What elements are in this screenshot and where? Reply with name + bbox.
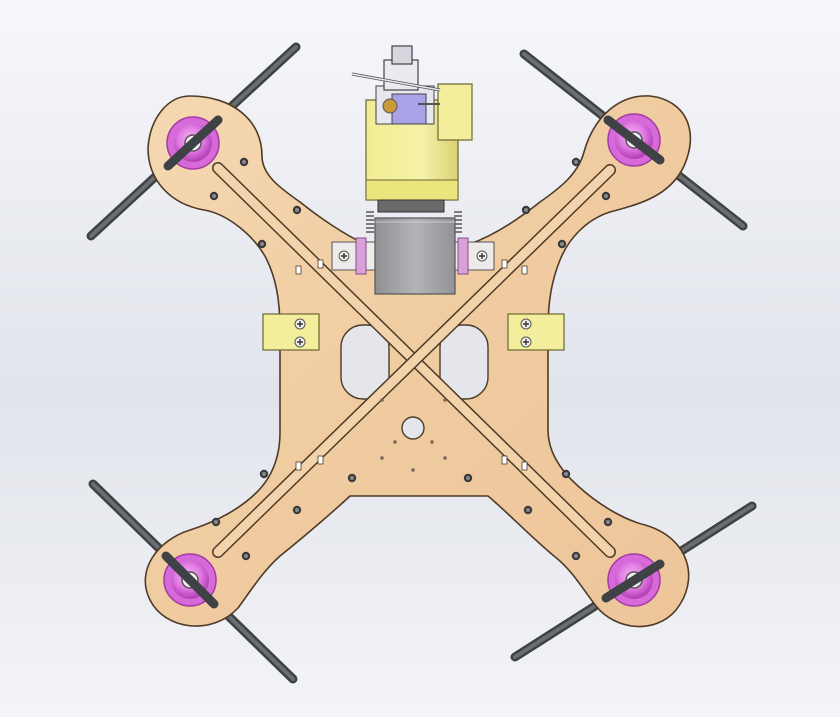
propeller-hubs (161, 115, 665, 609)
frame-center-hole (401, 416, 425, 440)
bracket-left (331, 237, 379, 275)
gray-battery-box (374, 217, 456, 295)
servo-gimbal-mount (351, 45, 473, 213)
frame-cutout-right (439, 324, 489, 400)
side-mount-block-right (507, 313, 565, 351)
side-mount-block-left (262, 313, 320, 351)
diagonal-rail-b (212, 164, 616, 558)
frame-cutout-left (340, 324, 390, 400)
x-frame-plate (144, 95, 692, 628)
damper-springs (366, 211, 462, 233)
